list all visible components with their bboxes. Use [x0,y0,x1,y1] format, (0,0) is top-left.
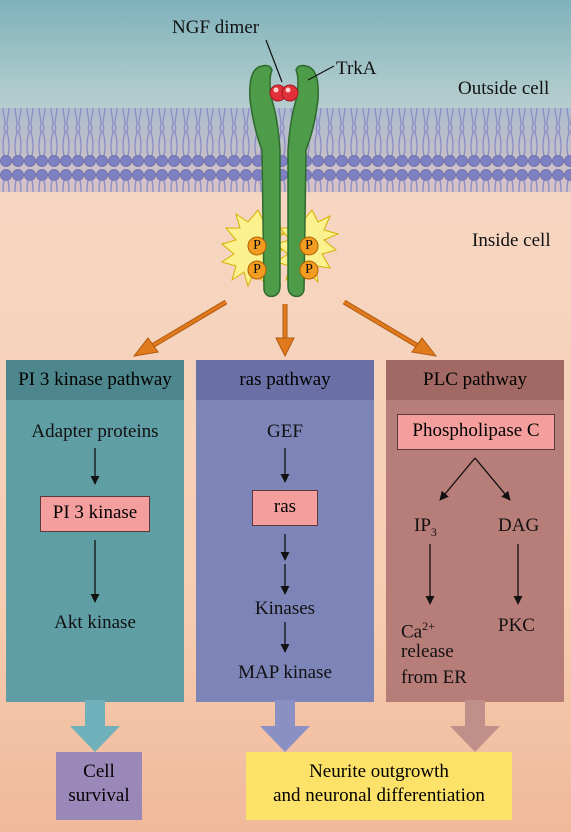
ras-gef: GEF [267,421,303,442]
phospho-label: P [305,238,313,253]
orange-arrow-center [275,304,295,358]
ras-box: ras [252,490,318,526]
pi3-adapter-proteins: Adapter proteins [31,421,159,442]
ngf-dimer-right [281,84,299,102]
plc-panel-header-bg [386,360,564,400]
trka-receptor-left [249,64,281,298]
cell-membrane [0,108,571,192]
plc-pkc: PKC [498,615,535,636]
plc-calcium: Ca2+ [401,619,435,643]
ras-map-kinase: MAP kinase [238,662,332,683]
plc-panel-header: PLC pathway [423,369,527,390]
phospho-label: P [305,262,313,277]
plc-arrow-ip3 [439,457,476,501]
ras-panel-header-bg [196,360,374,400]
phospholipase-c-box: Phospholipase C [397,414,555,450]
neurite-outgrowth-box: Neurite outgrowth and neuronal different… [246,752,512,820]
pi3-outcome-arrow [70,700,120,752]
phosphate-group-left [247,236,267,280]
trka-leader-line [307,65,335,81]
plc-release-line1: release [401,641,454,662]
plc-arrow-dag [474,457,511,501]
cell-survival-box: Cell survival [56,752,142,820]
ras-kinases: Kinases [254,598,316,619]
inside-cell-label: Inside cell [472,230,551,251]
plc-ip3: IP3 [414,515,437,539]
phosphate-group-right [299,236,319,280]
phospho-label: P [253,262,261,277]
plc-dag: DAG [498,515,540,536]
plc-outcome-arrow [450,700,500,752]
cell-survival-line2: survival [68,785,130,806]
pi3-kinase-box: PI 3 kinase [40,496,150,532]
outside-cell-label: Outside cell [458,78,550,99]
orange-arrow-left [132,299,228,357]
pi3-panel-header: PI 3 kinase pathway [18,369,172,390]
orange-arrow-right [342,299,438,357]
ngf-leader-line [265,39,283,83]
trka-label: TrkA [336,58,377,79]
ras-panel-header: ras pathway [239,369,331,390]
neurite-line2: and neuronal differentiation [273,785,485,806]
ras-outcome-arrow [260,700,310,752]
ngf-dimer-label: NGF dimer [172,17,260,38]
neurite-line1: Neurite outgrowth [309,761,449,782]
pi3-akt-kinase: Akt kinase [54,612,136,633]
plc-release-line2: from ER [401,667,467,688]
pi3-panel-header-bg [6,360,184,400]
cell-survival-line1: Cell [83,761,115,782]
trka-receptor-right [287,64,319,298]
phospho-label: P [253,238,261,253]
